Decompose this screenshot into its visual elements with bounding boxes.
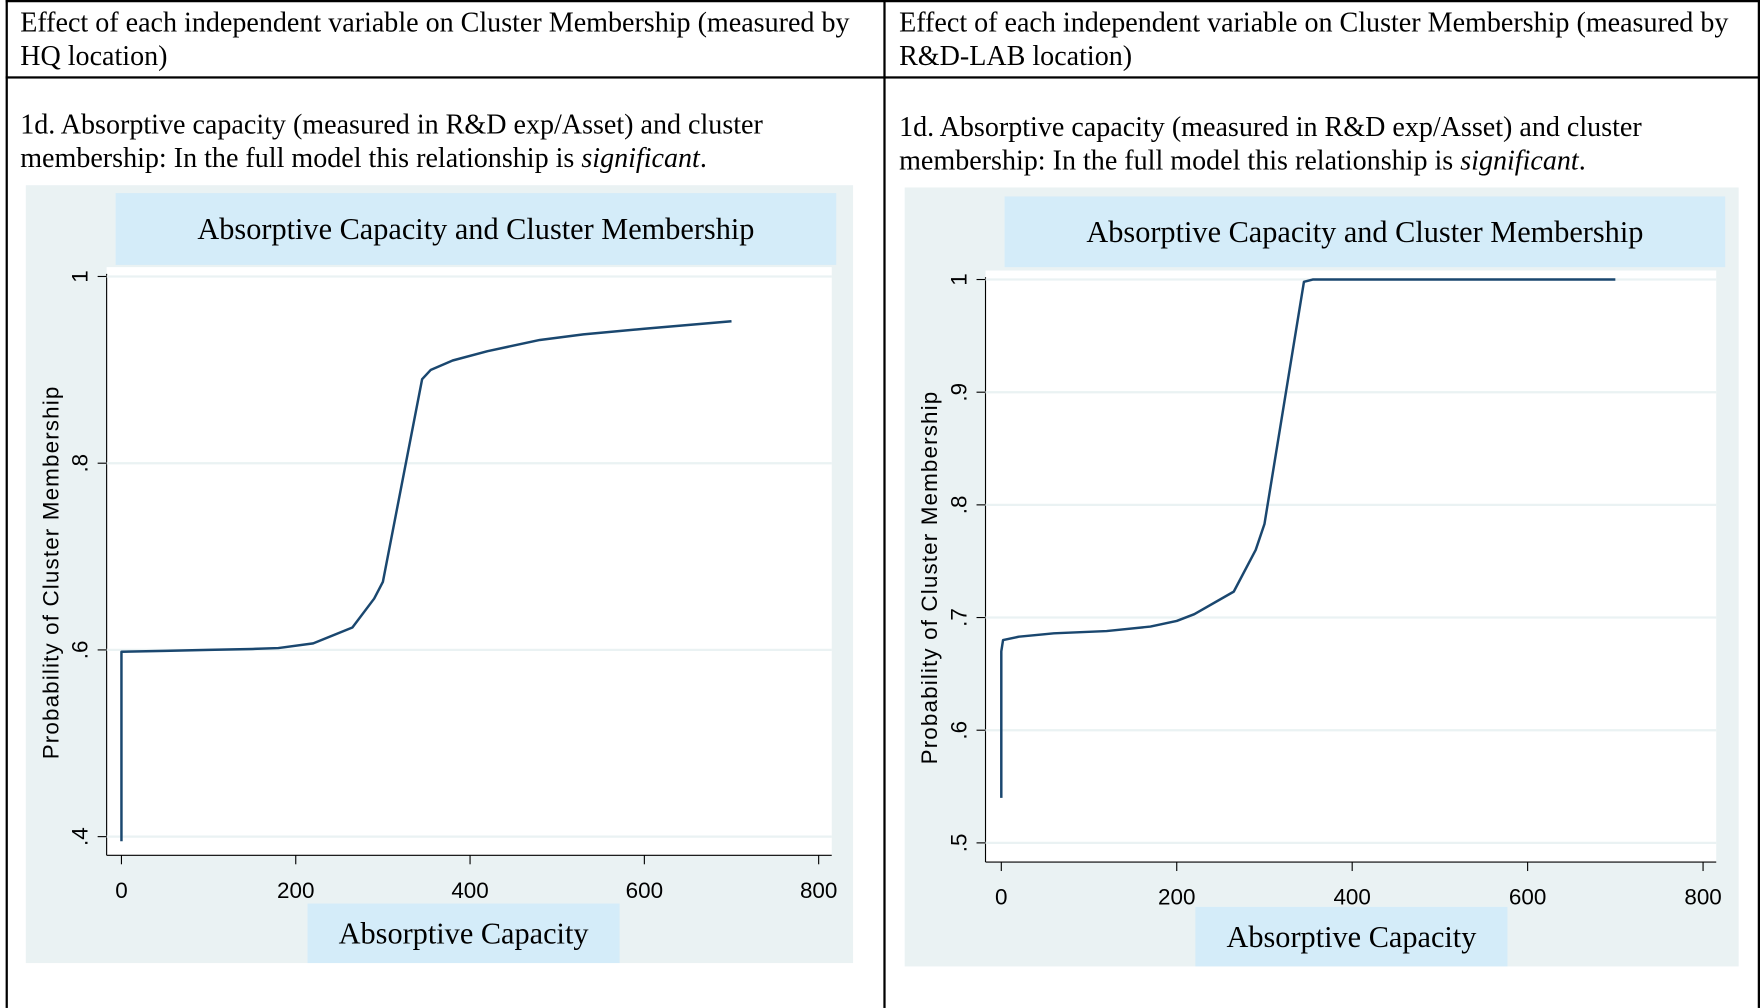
x-axis-label: Absorptive Capacity <box>339 916 590 950</box>
plot-area <box>106 267 832 856</box>
emphasis: significant <box>581 143 700 174</box>
line <box>1000 278 1616 798</box>
chart-title: Absorptive Capacity and Cluster Membersh… <box>197 212 754 246</box>
border <box>5 76 1760 79</box>
y-tick-label: .8 <box>68 454 93 473</box>
x-label-box <box>307 903 620 964</box>
line <box>120 320 732 842</box>
y-tick-label: .6 <box>68 641 93 660</box>
border <box>1757 0 1760 1008</box>
y-tick-label: .5 <box>946 834 971 853</box>
y-tick-label: .4 <box>68 827 93 846</box>
border <box>5 0 1760 2</box>
x-tick-label: 400 <box>1333 885 1370 910</box>
x-tick-label: 0 <box>115 878 127 903</box>
x-tick-label: 200 <box>277 878 314 903</box>
y-tick-label: 1 <box>946 273 971 285</box>
x-axis-label: Absorptive Capacity <box>1226 920 1477 954</box>
header-cell: Effect of each independent variable on C… <box>20 7 850 72</box>
y-tick-label: .6 <box>946 721 971 740</box>
y-tick-label: 1 <box>68 270 93 282</box>
body-cell: 1d. Absorptive capacity (measured in R&D… <box>20 109 873 176</box>
x-tick-label: 0 <box>995 885 1007 910</box>
y-axis-label: Probability of Cluster Membership <box>38 386 63 760</box>
x-tick-label: 400 <box>451 878 488 903</box>
text: 1d. Absorptive capacity (measured in R&D… <box>899 112 1642 177</box>
text: 1d. Absorptive capacity (measured in R&D… <box>20 110 763 174</box>
x-tick-label: 800 <box>800 878 837 903</box>
text: . <box>699 143 707 174</box>
x-tick-label: 600 <box>626 878 663 903</box>
title-box <box>1004 196 1726 268</box>
emphasis: significant <box>1460 145 1579 177</box>
x-label-box <box>1195 906 1508 967</box>
y-axis-label: Probability of Cluster Membership <box>917 391 942 765</box>
x-tick-label: 800 <box>1684 885 1721 910</box>
border <box>883 0 886 1008</box>
x-tick-label: 600 <box>1509 885 1546 910</box>
plot-area <box>985 270 1717 863</box>
header-cell: Effect of each independent variable on C… <box>899 7 1729 72</box>
chart-title: Absorptive Capacity and Cluster Membersh… <box>1086 215 1643 249</box>
y-tick-label: .7 <box>946 608 971 627</box>
y-tick-label: .8 <box>946 496 971 515</box>
y-tick-label: .9 <box>946 383 971 402</box>
title-box <box>115 193 837 265</box>
border <box>5 0 8 1008</box>
x-tick-label: 200 <box>1158 885 1195 910</box>
body-cell: 1d. Absorptive capacity (measured in R&D… <box>899 111 1752 178</box>
text: . <box>1578 145 1586 177</box>
